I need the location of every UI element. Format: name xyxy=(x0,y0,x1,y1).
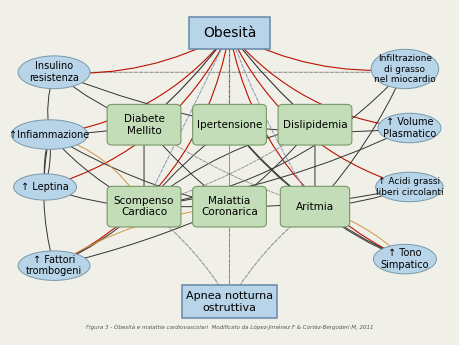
Text: Figura 3 - Obesità e malattie cardiovascolari  Modificato da López-Jiménez F & C: Figura 3 - Obesità e malattie cardiovasc… xyxy=(86,324,373,329)
FancyBboxPatch shape xyxy=(182,285,277,318)
Text: Diabete
Mellito: Diabete Mellito xyxy=(123,114,164,136)
FancyBboxPatch shape xyxy=(107,105,181,145)
Text: ↑ Tono
Simpatico: ↑ Tono Simpatico xyxy=(381,248,429,270)
Ellipse shape xyxy=(371,49,439,89)
Ellipse shape xyxy=(378,113,441,143)
FancyBboxPatch shape xyxy=(189,17,270,49)
Ellipse shape xyxy=(374,244,437,274)
Ellipse shape xyxy=(18,56,90,89)
Text: ↑Infiammazione: ↑Infiammazione xyxy=(10,130,90,139)
Text: ↑ Acidi grassi
liberi circolanti: ↑ Acidi grassi liberi circolanti xyxy=(375,177,443,197)
Ellipse shape xyxy=(14,174,77,200)
Text: Obesità: Obesità xyxy=(203,26,256,40)
Text: Apnea notturna
ostruttiva: Apnea notturna ostruttiva xyxy=(186,291,273,313)
Ellipse shape xyxy=(376,172,443,202)
FancyBboxPatch shape xyxy=(193,186,266,227)
Text: Dislipidemia: Dislipidemia xyxy=(283,120,347,130)
Text: Scompenso
Cardiaco: Scompenso Cardiaco xyxy=(114,196,174,217)
Text: Insulino
resistenza: Insulino resistenza xyxy=(29,61,79,83)
FancyBboxPatch shape xyxy=(193,105,266,145)
Text: ↑ Fattori
trombogeni: ↑ Fattori trombogeni xyxy=(26,255,82,276)
Text: Aritmia: Aritmia xyxy=(296,202,334,211)
Text: ↑ Volume
Plasmatico: ↑ Volume Plasmatico xyxy=(383,117,436,139)
Text: ↑ Leptina: ↑ Leptina xyxy=(21,182,69,192)
FancyBboxPatch shape xyxy=(278,105,352,145)
Text: Ipertensione: Ipertensione xyxy=(197,120,262,130)
Ellipse shape xyxy=(11,120,88,149)
Text: Malattia
Coronarica: Malattia Coronarica xyxy=(201,196,258,217)
FancyBboxPatch shape xyxy=(280,186,350,227)
Text: Infiltrazione
di grasso
nel miocardio: Infiltrazione di grasso nel miocardio xyxy=(374,54,436,84)
Ellipse shape xyxy=(18,251,90,280)
FancyBboxPatch shape xyxy=(107,186,181,227)
